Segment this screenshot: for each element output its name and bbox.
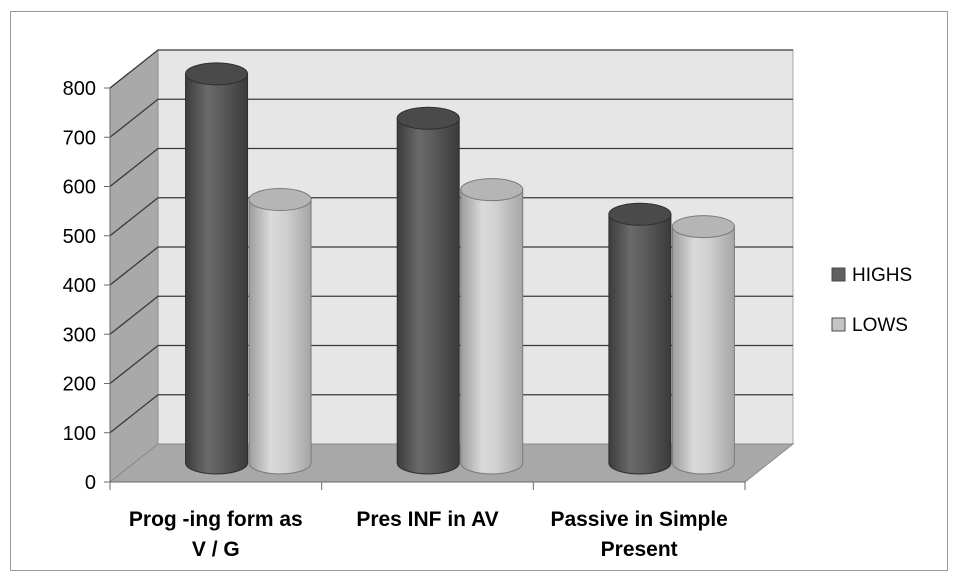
- legend-swatch-lows: [831, 317, 846, 332]
- gridline-400: [109, 246, 793, 286]
- bar-lows-0: [248, 188, 312, 475]
- x-tick-label-1: Pres INF in AV: [356, 508, 498, 531]
- y-tick-label-800: 800: [63, 78, 96, 100]
- bar-highs-1: [396, 106, 460, 475]
- y-tick-label-100: 100: [63, 423, 96, 445]
- x-tick-label-0-line0: Prog -ing form as: [129, 508, 303, 531]
- bar-lows-1: [460, 178, 524, 475]
- y-tick-label-400: 400: [63, 275, 96, 297]
- legend-swatch-highs: [831, 267, 846, 282]
- gridline-500: [109, 197, 793, 237]
- y-tick-label-500: 500: [63, 226, 96, 248]
- gridline-100: [109, 394, 793, 434]
- y-tick-label-700: 700: [63, 127, 96, 149]
- chart-frame: [10, 11, 948, 571]
- legend-label-highs: HIGHS: [852, 265, 912, 286]
- gridline-300: [109, 295, 793, 335]
- bar-highs-2: [608, 202, 672, 475]
- x-tick-label-2-line0: Passive in Simple: [550, 508, 727, 531]
- gridline-200: [109, 344, 793, 385]
- gridline-800: [109, 49, 793, 89]
- x-tick-label-0-line1: V / G: [192, 538, 240, 561]
- gridline-600: [109, 147, 793, 188]
- legend-label-lows: LOWS: [852, 315, 908, 336]
- bar-lows-2: [671, 215, 735, 475]
- y-tick-label-300: 300: [63, 324, 96, 346]
- y-tick-label-600: 600: [63, 177, 96, 199]
- gridline-700: [109, 98, 793, 138]
- bar-highs-0: [185, 62, 249, 475]
- y-tick-label-0: 0: [85, 472, 96, 494]
- y-tick-label-200: 200: [63, 374, 96, 396]
- x-tick-label-2-line1: Present: [601, 538, 678, 561]
